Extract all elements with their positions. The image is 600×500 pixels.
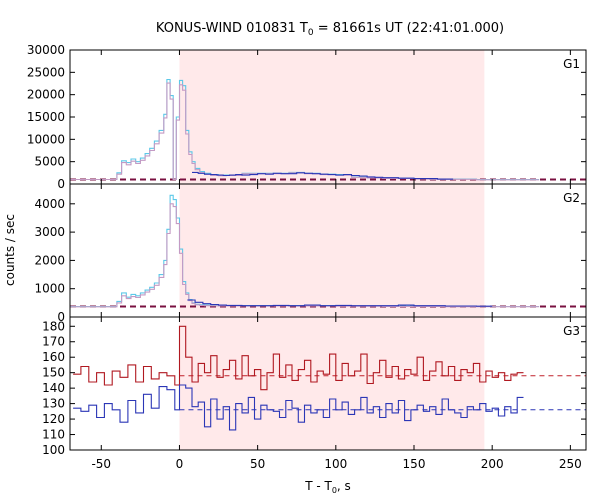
y-tick-label: 100 (42, 443, 65, 457)
y-tick-label: 140 (42, 381, 65, 395)
series-line-1 (73, 384, 524, 431)
y-tick-label: 150 (42, 366, 65, 380)
y-tick-label: 0 (57, 310, 65, 324)
x-axis-label: T - T0, s (304, 479, 351, 495)
y-tick-label: 10000 (27, 132, 65, 146)
x-tick-label: 0 (176, 457, 184, 471)
y-tick-label: 2000 (34, 253, 65, 267)
x-tick-label: 150 (403, 457, 426, 471)
panel-G1: 0 5000 10000 15000 20000 25000 30000 G1 (27, 43, 587, 191)
shaded-interval (179, 184, 485, 317)
y-tick-label: 0 (57, 177, 65, 191)
y-tick-label: 170 (42, 335, 65, 349)
y-tick-label: 160 (42, 350, 65, 364)
x-tick-label: 100 (324, 457, 347, 471)
panels: 050001000015000200002500030000G101000200… (27, 43, 587, 471)
series-line-2 (187, 299, 493, 307)
chart-title-sub: 0 (308, 28, 314, 38)
series-line-2 (192, 171, 454, 180)
chart-title-main: KONUS-WIND 010831 T (156, 21, 308, 36)
y-tick-label: 110 (42, 428, 65, 442)
y-tick-label: 180 (42, 319, 65, 333)
shaded-interval (179, 50, 485, 184)
y-tick-label: 1000 (34, 282, 65, 296)
x-axis-label-rest: , s (337, 479, 351, 493)
x-axis-label-sub: 0 (332, 486, 337, 495)
x-tick-label: -50 (91, 457, 111, 471)
series-line-0 (73, 325, 524, 391)
shaded-interval (179, 317, 485, 450)
y-tick-label: 20000 (27, 88, 65, 102)
y-tick-label: 15000 (27, 110, 65, 124)
y-tick-label: 30000 (27, 43, 65, 57)
x-axis-label-main: T - T (304, 479, 332, 493)
y-axis-label: counts / sec (3, 214, 17, 286)
plot-area (73, 325, 586, 431)
panel-label-G2: G2 (563, 191, 580, 205)
x-tick-label: 50 (250, 457, 265, 471)
chart-title-rest: = 81661s UT (22:41:01.000) (314, 21, 504, 36)
y-tick-label: 5000 (34, 155, 65, 169)
x-tick-label: 200 (481, 457, 504, 471)
y-tick-label: 3000 (34, 225, 65, 239)
chart-title: KONUS-WIND 010831 T0 = 81661s UT (22:41:… (156, 21, 504, 38)
panel-label-G3: G3 (563, 324, 580, 338)
y-tick-label: 120 (42, 412, 65, 426)
x-tick-label: 250 (559, 457, 582, 471)
panel-label-G1: G1 (563, 57, 580, 71)
panel-G2: 0 1000 2000 3000 4000 G2 (34, 183, 587, 324)
panel-frame (69, 316, 587, 451)
y-tick-label: 4000 (34, 197, 65, 211)
y-tick-label: 25000 (27, 65, 65, 79)
plot-area (70, 78, 586, 181)
y-tick-label: 130 (42, 397, 65, 411)
plot-area (70, 194, 586, 308)
